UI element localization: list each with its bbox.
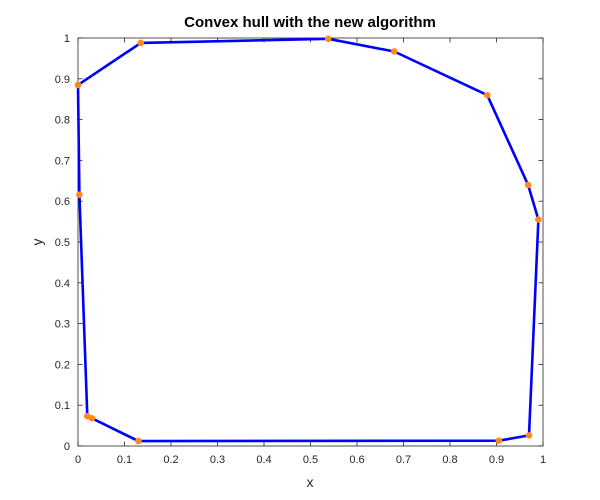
hull-vertex-point [535, 216, 542, 223]
x-tick-label: 0.4 [256, 454, 271, 466]
y-axis-ticks: 0 0.1 0.2 0.3 0.4 0.5 0.6 0.7 0.8 0.9 1 [55, 33, 543, 453]
hull-vertex-point [390, 48, 398, 55]
hull-vertex-point [137, 39, 145, 47]
y-tick-label: 0.3 [55, 319, 70, 331]
x-tick-label: 0.8 [442, 454, 457, 466]
x-tick-label: 0.5 [303, 454, 318, 466]
hull-vertex-point [483, 91, 491, 99]
y-tick-label: 0.4 [55, 278, 70, 290]
y-tick-label: 0.6 [55, 196, 70, 208]
x-tick-label: 0 [75, 454, 81, 466]
x-tick-label: 1 [540, 454, 546, 466]
x-tick-label: 0.9 [489, 454, 504, 466]
plot-area [78, 38, 543, 446]
x-tick-label: 0.1 [117, 454, 132, 466]
hull-vertex-point [524, 181, 532, 189]
y-axis-label: y [29, 239, 45, 246]
hull-vertex-point [525, 432, 533, 439]
x-tick-label: 0.3 [210, 454, 225, 466]
x-axis-label: x [307, 474, 314, 490]
x-axis-ticks: 0 0.1 0.2 0.3 0.4 0.5 0.6 0.7 0.8 0.9 1 [75, 38, 546, 466]
hull-vertex-point [74, 81, 82, 89]
y-tick-label: 0.7 [55, 155, 70, 167]
x-tick-label: 0.7 [396, 454, 411, 466]
y-tick-label: 0.2 [55, 359, 70, 371]
chart-title: Convex hull with the new algorithm [184, 14, 436, 31]
y-tick-label: 0.5 [55, 237, 70, 249]
hull-vertex-point [324, 35, 332, 43]
hull-points [74, 35, 542, 445]
hull-vertex-point [135, 437, 142, 445]
y-tick-label: 1 [64, 33, 70, 45]
y-tick-label: 0.8 [55, 115, 70, 127]
x-tick-label: 0.6 [349, 454, 364, 466]
y-tick-label: 0.1 [55, 400, 70, 412]
x-tick-label: 0.2 [163, 454, 178, 466]
y-tick-label: 0 [64, 441, 70, 453]
hull-vertex-point [84, 412, 91, 420]
hull-vertex-point [495, 437, 503, 444]
hull-vertex-point [76, 191, 83, 198]
y-tick-label: 0.9 [55, 74, 70, 86]
